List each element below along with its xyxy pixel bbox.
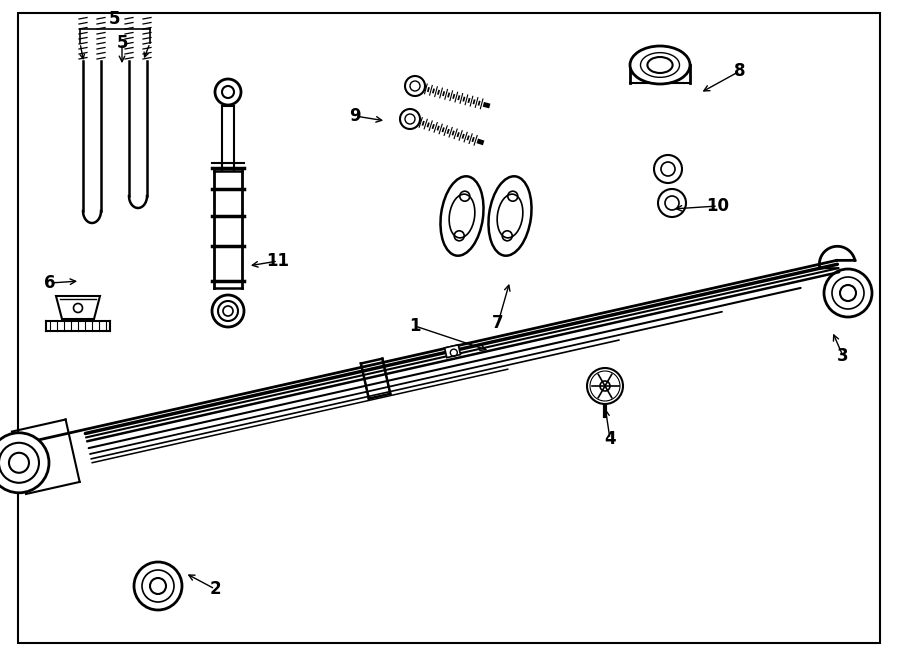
Ellipse shape xyxy=(630,46,690,84)
Circle shape xyxy=(405,76,425,96)
Text: 11: 11 xyxy=(266,252,290,270)
Text: 7: 7 xyxy=(492,314,504,332)
Text: 4: 4 xyxy=(604,430,616,448)
Ellipse shape xyxy=(489,176,532,256)
Text: 8: 8 xyxy=(734,62,746,80)
Text: 3: 3 xyxy=(837,347,849,365)
Circle shape xyxy=(0,433,49,493)
Text: 2: 2 xyxy=(209,580,220,598)
Circle shape xyxy=(212,295,244,327)
Circle shape xyxy=(400,109,420,129)
Text: 5: 5 xyxy=(116,34,128,52)
Circle shape xyxy=(215,79,241,105)
Bar xyxy=(445,345,461,358)
Text: 1: 1 xyxy=(410,317,421,335)
Text: 6: 6 xyxy=(44,274,56,292)
Circle shape xyxy=(587,368,623,404)
Text: 9: 9 xyxy=(349,107,361,125)
Ellipse shape xyxy=(440,176,483,256)
Polygon shape xyxy=(56,296,100,319)
Text: 10: 10 xyxy=(706,197,730,215)
Circle shape xyxy=(658,189,686,217)
Circle shape xyxy=(654,155,682,183)
Text: 5: 5 xyxy=(109,10,121,28)
